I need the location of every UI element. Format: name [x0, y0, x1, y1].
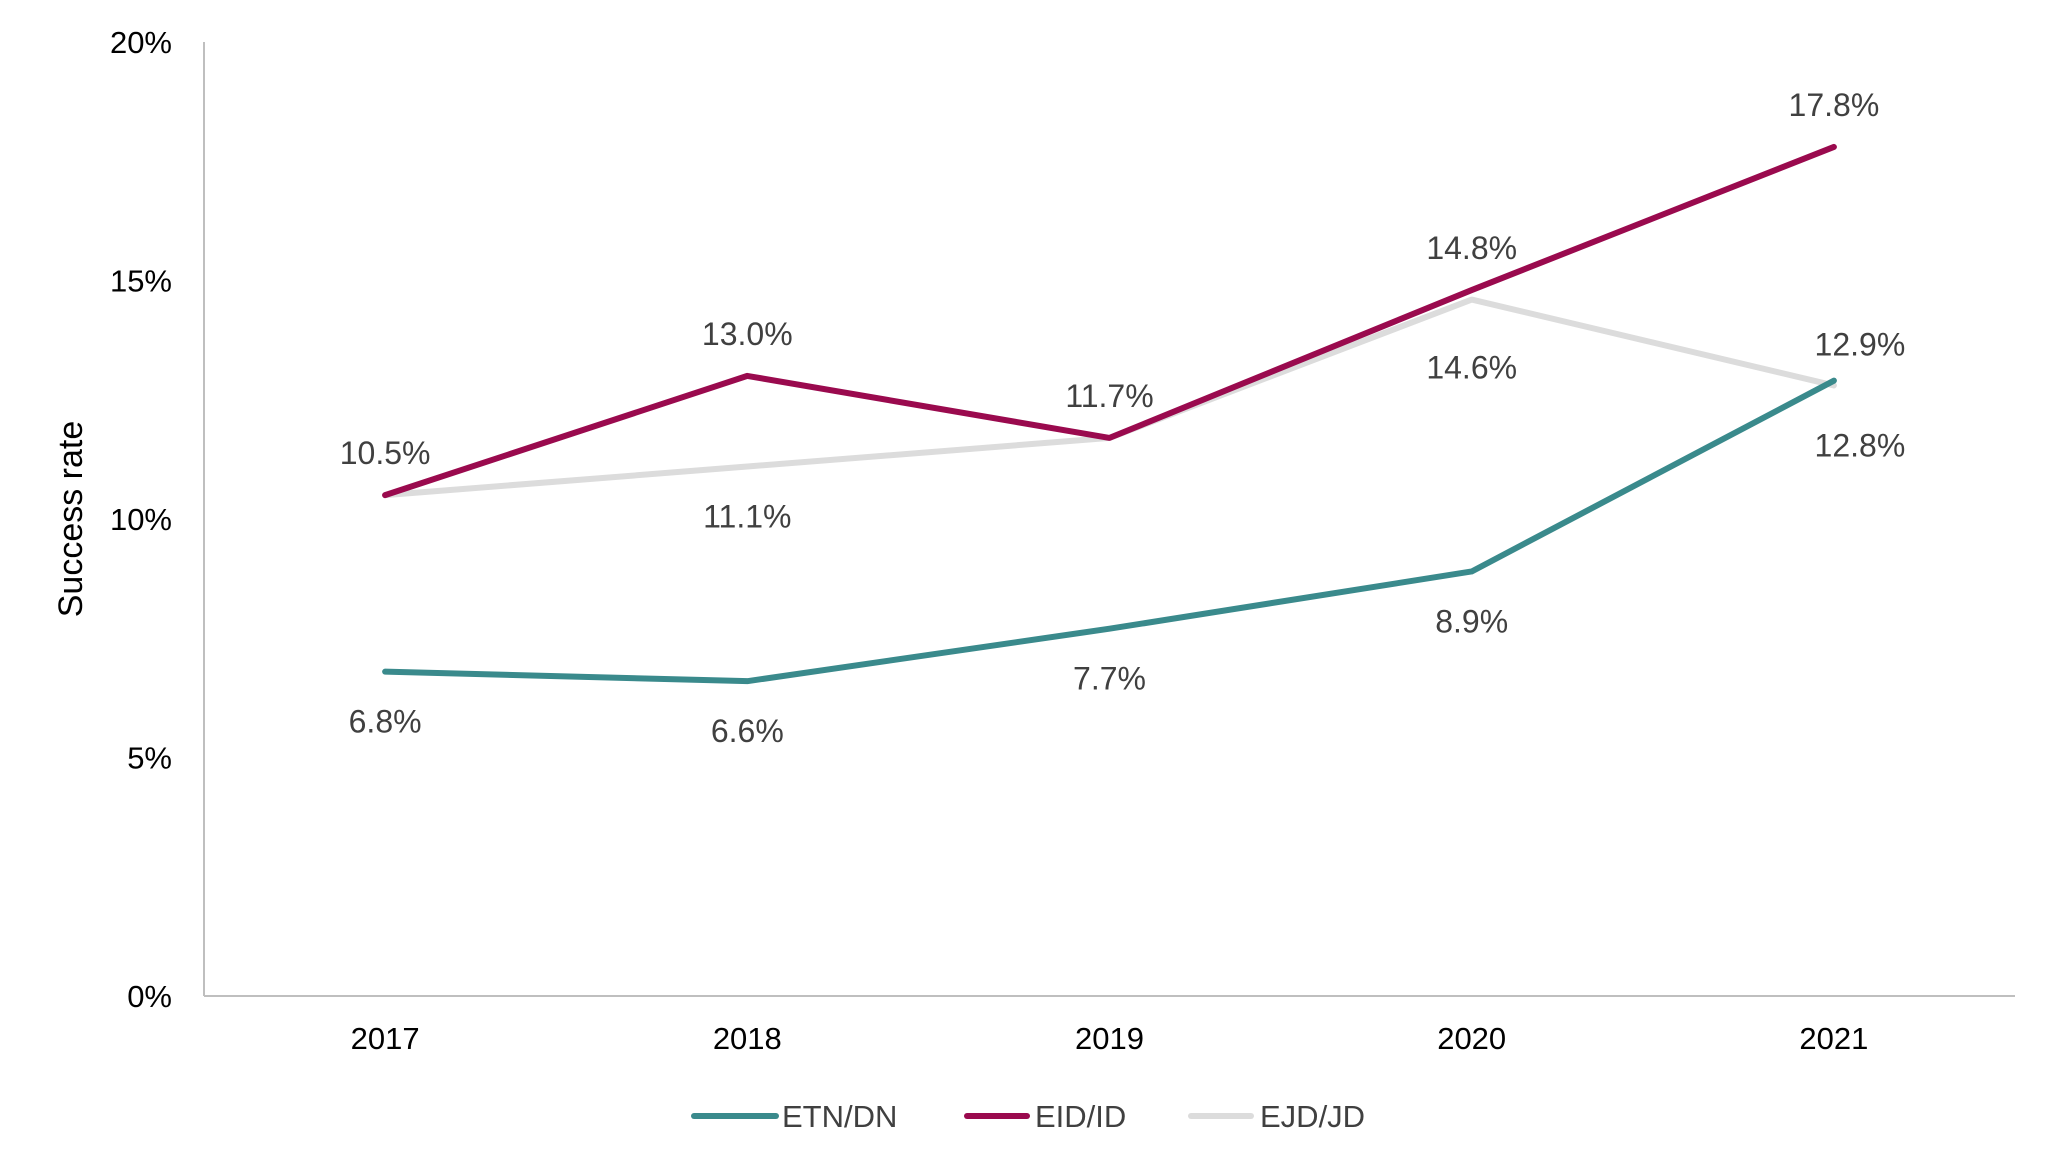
y-tick-label: 10%	[110, 502, 172, 537]
data-label: 12.8%	[1815, 427, 1906, 463]
series-line-eid-id	[382, 143, 1837, 499]
x-tick-label: 2021	[1799, 1021, 1868, 1056]
y-tick-label: 0%	[127, 979, 172, 1014]
legend-item-ejd-jd: EJD/JD	[1188, 1099, 1365, 1134]
data-label: 14.8%	[1426, 230, 1517, 266]
x-tick-label: 2019	[1075, 1021, 1144, 1056]
axes	[203, 42, 2015, 997]
legend-label: ETN/DN	[782, 1099, 897, 1134]
data-label: 17.8%	[1789, 87, 1880, 123]
data-label: 12.9%	[1815, 327, 1906, 363]
data-label: 8.9%	[1435, 603, 1508, 639]
legend-label: EJD/JD	[1260, 1099, 1365, 1134]
data-label: 7.7%	[1073, 661, 1146, 697]
y-tick-labels: 0% 5% 10% 15% 20%	[110, 25, 172, 1014]
series-lines	[382, 143, 1837, 685]
y-tick-label: 20%	[110, 25, 172, 60]
y-tick-label: 15%	[110, 264, 172, 299]
x-tick-label: 2020	[1437, 1021, 1506, 1056]
data-label: 13.0%	[702, 316, 793, 352]
data-label: 6.8%	[349, 704, 422, 740]
data-label: 14.6%	[1426, 350, 1517, 386]
data-label: 11.1%	[703, 499, 791, 535]
x-tick-labels: 2017 2018 2019 2020 2021	[351, 1021, 1869, 1056]
legend: ETN/DN EID/ID EJD/JD	[691, 1099, 1365, 1134]
y-tick-label: 5%	[127, 741, 172, 776]
data-labels: 6.8% 6.6% 7.7% 8.9% 12.9% 10.5% 13.0% 11.7% 14.8…	[340, 87, 1906, 749]
x-tick-label: 2018	[713, 1021, 782, 1056]
series-line-etn-dn	[382, 377, 1837, 685]
x-tick-label: 2017	[351, 1021, 420, 1056]
data-label: 11.7%	[1065, 378, 1153, 414]
data-label: 6.6%	[711, 713, 784, 749]
legend-item-eid-id: EID/ID	[964, 1099, 1126, 1134]
data-label: 10.5%	[340, 435, 431, 471]
legend-label: EID/ID	[1035, 1099, 1126, 1134]
legend-item-etn-dn: ETN/DN	[691, 1099, 897, 1134]
y-axis-label: Success rate	[52, 421, 90, 618]
